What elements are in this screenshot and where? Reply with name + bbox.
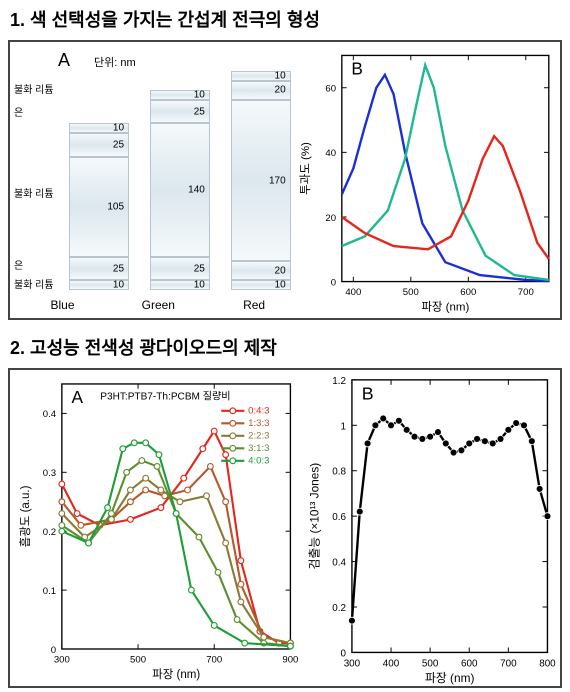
layer: 10 [231,280,291,290]
svg-text:3:1:3: 3:1:3 [248,443,269,454]
layer-thickness: 10 [194,280,205,291]
svg-text:투과도 (%): 투과도 (%) [299,142,312,195]
svg-text:300: 300 [344,658,361,669]
svg-text:0.3: 0.3 [43,468,56,479]
svg-text:0: 0 [51,645,56,656]
layer: 25 [69,133,129,157]
svg-text:0.8: 0.8 [332,467,346,478]
svg-text:흡광도 (a.u.): 흡광도 (a.u.) [18,485,32,547]
svg-text:0.2: 0.2 [332,603,346,614]
layer: 10 [69,280,129,290]
stack-name-label: Blue [33,298,93,312]
svg-text:700: 700 [500,658,517,669]
layer: 25 [150,100,210,124]
layer: 170 [231,100,291,262]
svg-text:600: 600 [461,658,478,669]
section2-title: 2. 고성능 전색성 광다이오드의 제작 [0,328,570,364]
svg-text:파장 (nm): 파장 (nm) [421,300,469,313]
svg-text:0.1: 0.1 [43,586,56,597]
svg-text:800: 800 [539,658,556,669]
layer-thickness: 20 [275,265,286,276]
side-label: 은 [14,257,23,272]
layer: 20 [231,261,291,280]
panel2a: 300 500 700 900 0 0.1 0.2 0.3 0.4 파장 (nm) 흡광도 (a.u… [10,370,298,686]
panel1: A 단위: nm 불화 리튬은불화 리튬은불화 리튬 1025105251010… [8,40,562,320]
chart-2b: 300 400 500 600 700 800 0 0.2 0.4 0.6 0.8 1 1.2 파장 (n… [298,370,560,686]
svg-text:0:4:3: 0:4:3 [248,406,269,417]
stack-red: 10 20 170 20 10 [231,71,291,290]
svg-text:0: 0 [341,648,347,659]
svg-text:2:2:3: 2:2:3 [248,431,269,442]
svg-text:4:0:3: 4:0:3 [248,456,269,467]
panel2: 300 500 700 900 0 0.1 0.2 0.3 0.4 파장 (nm) 흡광도 (a.u… [8,368,562,688]
layer-thickness: 10 [113,280,124,291]
svg-text:20: 20 [325,213,336,224]
svg-text:1.2: 1.2 [332,376,346,387]
layer-thickness: 25 [113,263,124,274]
layer: 10 [150,280,210,290]
layer: 25 [150,257,210,281]
panel1a: A 단위: nm 불화 리튬은불화 리튬은불화 리튬 1025105251010… [10,42,292,318]
layer: 140 [150,123,210,256]
stack-blue: 10 25 105 25 10 [69,123,129,290]
svg-text:600: 600 [460,287,476,298]
svg-text:B: B [362,384,374,404]
svg-text:900: 900 [282,654,298,665]
layer-thickness: 20 [275,85,286,96]
svg-text:0: 0 [330,277,335,288]
svg-text:700: 700 [206,654,222,665]
svg-text:0.6: 0.6 [332,512,346,523]
panel2b: 300 400 500 600 700 800 0 0.2 0.4 0.6 0.8 1 1.2 파장 (n… [298,370,560,686]
side-label: 불화 리튬 [14,276,54,291]
stack-area: 10 25 105 25 10 10 25 140 25 10 10 20 170 20 10 [50,52,288,290]
layer: 10 [69,123,129,133]
layer: 25 [69,257,129,281]
svg-text:P3HT:PTB7-Th:PCBM 질량비: P3HT:PTB7-Th:PCBM 질량비 [100,390,230,402]
layer: 10 [150,90,210,100]
layer: 10 [231,71,291,81]
layer: 20 [231,81,291,100]
svg-text:B: B [351,59,363,79]
layer-thickness: 140 [188,185,205,196]
svg-text:0.2: 0.2 [43,527,56,538]
svg-text:700: 700 [518,287,534,298]
stack-name-label: Red [224,298,284,312]
svg-text:A: A [71,387,83,407]
svg-text:검출능 (×10¹³ Jones): 검출능 (×10¹³ Jones) [307,463,321,570]
layer-thickness: 170 [269,175,286,186]
chart-2a: 300 500 700 900 0 0.1 0.2 0.3 0.4 파장 (nm) 흡광도 (a.u… [10,370,298,686]
layer: 105 [69,157,129,257]
stack-green: 10 25 140 25 10 [150,90,210,290]
svg-text:0.4: 0.4 [43,409,57,420]
layer-thickness: 25 [194,106,205,117]
layer-thickness: 25 [194,263,205,274]
svg-text:60: 60 [325,84,336,95]
svg-text:1:3:3: 1:3:3 [248,418,269,429]
svg-text:파장 (nm): 파장 (nm) [425,671,474,685]
layer-thickness: 105 [107,201,124,212]
panel1b: 400 500 600 700 0 20 40 60 파장 (nm) 투과도 (%) B [292,42,560,318]
svg-text:300: 300 [54,654,70,665]
layer-thickness: 10 [275,280,286,291]
svg-text:500: 500 [422,658,439,669]
svg-text:1: 1 [341,421,346,432]
svg-text:500: 500 [130,654,146,665]
side-label: 은 [14,104,23,119]
side-label: 불화 리튬 [14,185,54,200]
stack-name-label: Green [128,298,188,312]
chart-1b: 400 500 600 700 0 20 40 60 파장 (nm) 투과도 (%) B [292,42,560,318]
svg-text:500: 500 [403,287,419,298]
section1-title: 1. 색 선택성을 가지는 간섭계 전극의 형성 [0,0,570,36]
side-label: 불화 리튬 [14,81,54,96]
svg-text:400: 400 [345,287,361,298]
layer-thickness: 25 [113,139,124,150]
svg-text:파장 (nm): 파장 (nm) [152,668,200,681]
svg-text:400: 400 [383,658,400,669]
svg-text:0.4: 0.4 [332,558,346,569]
svg-text:40: 40 [325,148,336,159]
